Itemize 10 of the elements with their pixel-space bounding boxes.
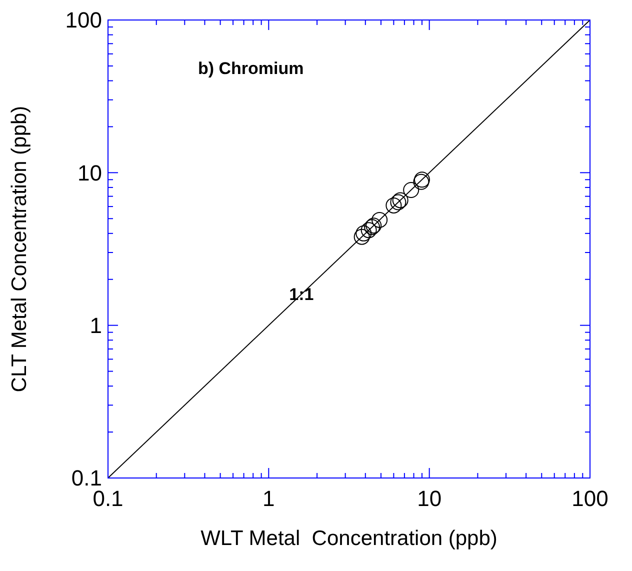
y-tick-label: 100 [65,8,102,33]
y-tick-label: 10 [78,160,102,186]
x-tick-label: 100 [572,486,608,511]
y-tick-label: 1 [90,313,102,338]
x-tick-label: 1 [262,486,275,511]
annotation: b) Chromium [198,59,304,78]
y-tick-label: 0.1 [71,466,102,491]
x-axis-title: WLT Metal Concentration (ppb) [200,527,498,550]
y-axis-title: CLT Metal Concentration (ppb) [8,106,31,392]
x-tick-label: 10 [417,486,442,511]
